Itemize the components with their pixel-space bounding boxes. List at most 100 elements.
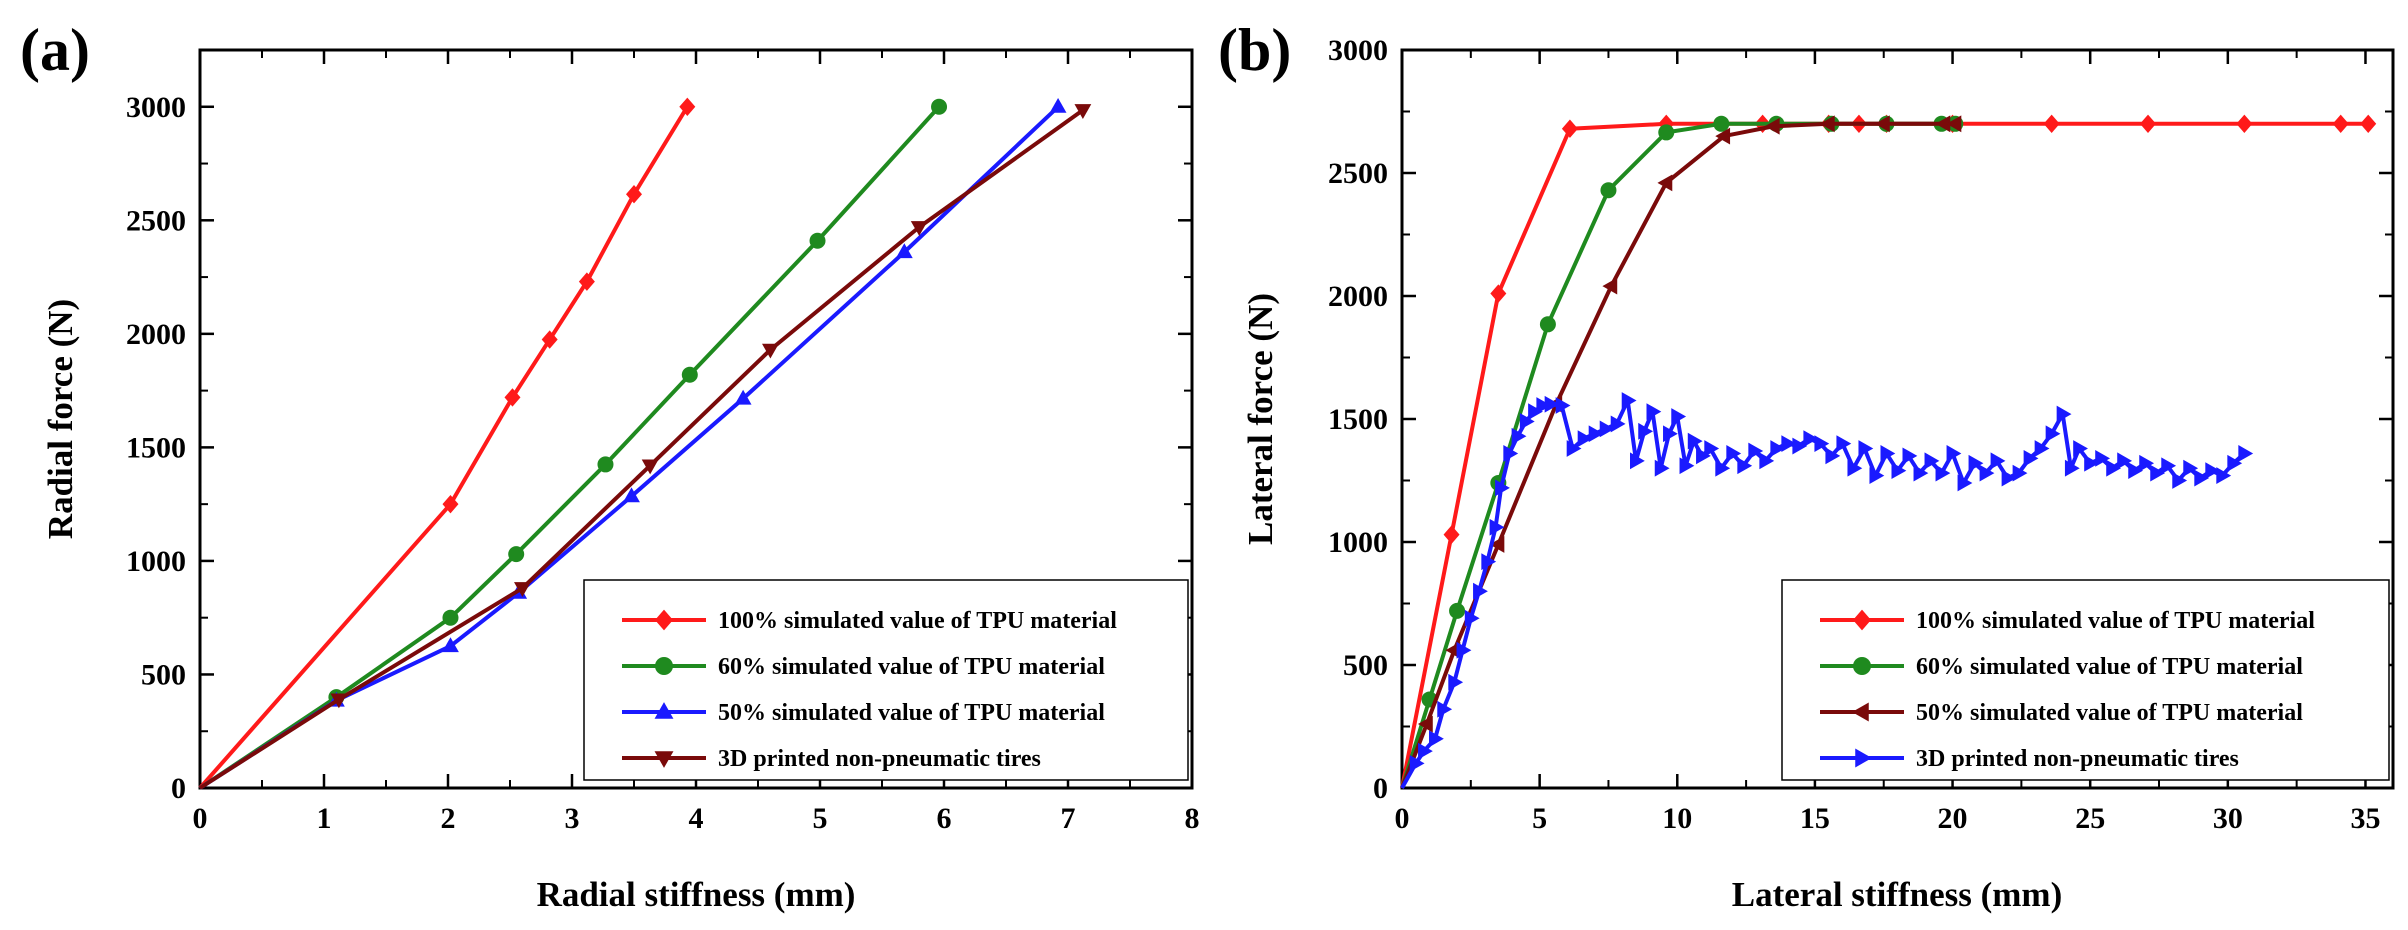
data-point [1891,462,1907,480]
legend-label: 100% simulated value of TPU material [718,608,1117,634]
data-point [1600,182,1617,199]
data-point [2128,462,2144,480]
data-point [1544,395,1560,413]
data-point [1704,440,1720,457]
data-point [1602,277,1618,295]
data-point [1968,454,1984,472]
legend-marker [1853,609,1871,631]
data-point [2023,449,2039,467]
data-point [2056,405,2072,423]
y-tick-label: 2500 [1328,157,1388,190]
data-point [1869,467,1885,484]
legend-box [583,579,1189,781]
data-point [2001,469,2017,487]
data-point [2064,459,2080,477]
data-point [2172,472,2188,489]
y-tick-label: 0 [1373,772,1388,805]
x-tick-label: 0 [1395,802,1410,835]
data-point [442,637,459,653]
y-tick-label: 500 [1343,649,1388,682]
data-point [1696,447,1711,465]
legend-marker [655,657,673,675]
x-tick-label: 10 [1662,802,1692,835]
data-point [442,494,459,514]
data-point [2332,114,2349,133]
x-tick-label: 1 [317,802,332,835]
data-point [910,221,928,236]
legend-label: 50% simulated value of TPU material [1916,700,2303,726]
data-point [2117,452,2133,470]
data-point [1935,115,1951,133]
legend-label: 50% simulated value of TPU material [718,700,1105,726]
legend-label: 100% simulated value of TPU material [1916,608,2315,634]
data-point [1418,742,1433,760]
y-tick-label: 2000 [126,318,186,351]
data-point [1539,316,1556,333]
data-point [1528,403,1543,421]
data-point [1902,447,1918,465]
data-point [2194,469,2210,487]
data-point [1536,397,1552,414]
data-point [1049,97,1067,113]
legend-marker [1853,657,1871,675]
legend-marker [654,751,674,768]
data-point [2034,440,2050,457]
x-tick-label: 3 [565,802,580,835]
data-point [1679,457,1695,475]
y-tick-label: 0 [171,772,186,805]
panel-label: (b) [1218,17,1291,83]
data-point [1610,415,1626,433]
data-point [2227,454,2243,472]
data-point [1657,174,1673,192]
x-tick-label: 8 [1185,802,1200,835]
data-point [2161,457,2177,475]
data-point [1658,124,1675,141]
data-point [809,232,826,249]
data-point [1770,440,1786,457]
data-point [1803,430,1819,448]
y-axis-label: Lateral force (N) [1241,293,1280,545]
y-tick-label: 3000 [1328,34,1388,67]
data-point [1489,536,1505,553]
data-point [2106,459,2122,477]
data-point [2140,114,2157,133]
data-point [1836,435,1852,452]
data-point [1443,525,1460,544]
data-point [1726,445,1742,462]
x-tick-label: 7 [1061,802,1076,835]
data-point [1880,445,1896,462]
legend-label: 3D printed non-pneumatic tires [1916,746,2239,772]
data-point [504,388,521,407]
data-point [1481,553,1497,571]
data-point [1663,425,1678,443]
data-point [1764,117,1780,135]
data-point [1825,447,1841,465]
legend: 100% simulated value of TPU material 60% … [1781,579,2390,781]
data-point [1437,700,1453,718]
data-point [1913,464,1929,482]
data-point [2183,459,2199,477]
data-point [1448,673,1464,691]
data-point [2073,440,2088,457]
legend-label: 60% simulated value of TPU material [1916,654,2303,680]
x-tick-label: 5 [1532,802,1547,835]
data-point [1946,445,1962,462]
data-point [1495,479,1510,497]
data-point [1715,459,1731,477]
x-tick-label: 25 [2075,802,2105,835]
x-tick-label: 30 [2213,802,2243,835]
data-point [1429,730,1444,748]
y-tick-label: 2000 [1328,280,1388,313]
data-point [1621,392,1637,409]
series-4 [1400,392,2254,789]
data-point [1629,452,1645,470]
data-point [1946,115,1962,133]
legend-marker [655,609,673,631]
data-point [1979,464,1995,482]
y-tick-label: 1000 [126,545,186,578]
data-point [1473,582,1488,600]
data-point [2150,464,2166,482]
data-point [1519,413,1535,430]
data-point [1511,427,1527,445]
data-point [1646,403,1662,421]
